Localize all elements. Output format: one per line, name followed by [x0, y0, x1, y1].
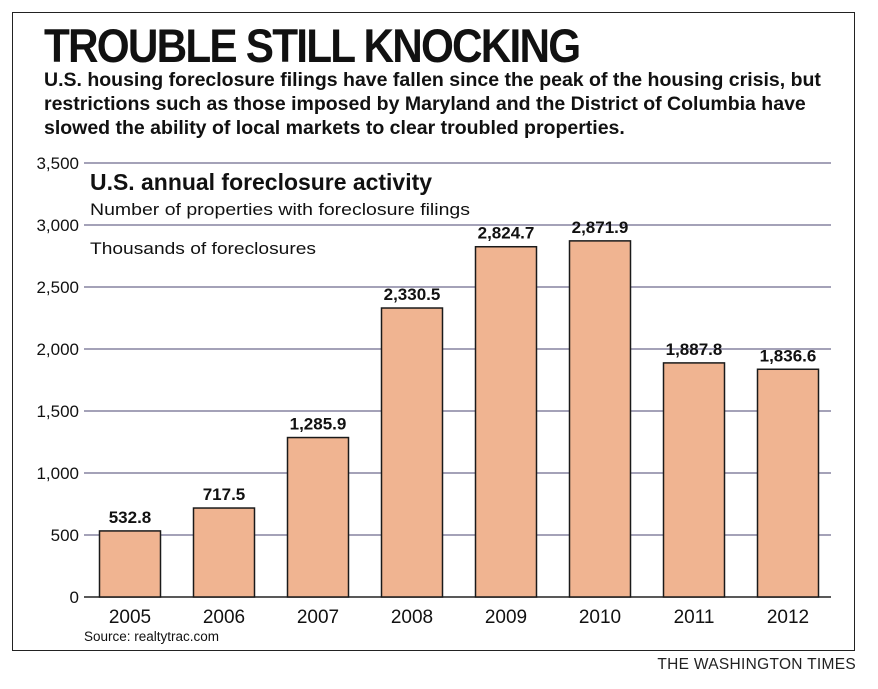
y-tick-label: 3,500	[36, 154, 79, 173]
x-tick-label-2006: 2006	[203, 607, 245, 628]
bar-value-label-2005: 532.8	[109, 508, 152, 527]
bar-2011	[662, 362, 726, 598]
bar-value-label-2011: 1,887.8	[666, 340, 723, 359]
x-tick-label-2005: 2005	[109, 607, 151, 628]
bar-2008	[380, 307, 444, 598]
x-tick-label-2011: 2011	[674, 607, 715, 628]
chart-title: U.S. annual foreclosure activity	[90, 169, 432, 195]
x-tick-label-2012: 2012	[767, 607, 809, 628]
y-tick-label: 500	[51, 526, 79, 545]
bar-2010	[568, 240, 632, 598]
bar-2009	[474, 245, 538, 598]
y-tick-label: 0	[70, 588, 79, 607]
x-tick-label-2008: 2008	[391, 607, 433, 628]
y-tick-label: 3,000	[36, 216, 79, 235]
credit-line: THE WASHINGTON TIMES	[657, 656, 856, 673]
bar-value-label-2012: 1,836.6	[760, 346, 817, 365]
bar-2005	[98, 530, 162, 598]
y-tick-label: 1,000	[36, 464, 79, 483]
deck-text: U.S. housing foreclosure filings have fa…	[44, 69, 821, 139]
y-tick-label: 2,000	[36, 340, 79, 359]
bar-2012	[756, 368, 820, 598]
x-tick-label-2007: 2007	[297, 607, 339, 628]
bar-2007	[286, 436, 350, 598]
chart-frame	[12, 12, 855, 651]
bar-value-label-2007: 1,285.9	[290, 415, 347, 434]
x-tick-label-2010: 2010	[579, 607, 621, 628]
bar-value-label-2006: 717.5	[203, 485, 246, 504]
source-note: Source: realtytrac.com	[84, 629, 219, 644]
y-tick-label: 1,500	[36, 402, 79, 421]
bar-value-label-2010: 2,871.9	[572, 218, 629, 237]
bar-2006	[192, 507, 256, 598]
y-tick-label: 2,500	[36, 278, 79, 297]
x-tick-label-2009: 2009	[485, 607, 527, 628]
bar-value-label-2008: 2,330.5	[384, 285, 441, 304]
y-axis-label: Thousands of foreclosures	[90, 240, 316, 258]
bar-value-label-2009: 2,824.7	[478, 224, 535, 243]
bars: 532.8 2005 717.5 2006 1,285.9 2007 2,330.5 2008…	[98, 218, 820, 628]
headline: TROUBLE STILL KNOCKING	[44, 19, 581, 72]
chart-subtitle: Number of properties with foreclosure fi…	[90, 201, 470, 219]
